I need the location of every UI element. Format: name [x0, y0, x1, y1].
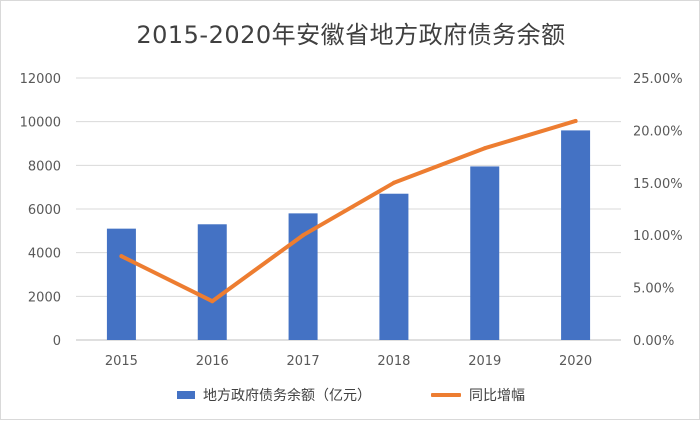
- y-right-tick-label: 0.00%: [633, 334, 674, 349]
- legend-item-growth: 同比增幅: [431, 385, 525, 405]
- y-left-tick-label: 8000: [28, 159, 61, 174]
- x-tick-label: 2017: [287, 354, 320, 369]
- y-left-tick-label: 2000: [28, 290, 61, 305]
- y-left-tick-label: 4000: [28, 247, 61, 262]
- y-left-tick-label: 0: [53, 334, 61, 349]
- y-left-tick-label: 12000: [20, 72, 61, 87]
- bar: [288, 213, 318, 340]
- y-right-tick-label: 15.00%: [633, 177, 683, 192]
- line-point: [573, 118, 578, 123]
- line-point: [482, 146, 487, 151]
- legend-label-debt: 地方政府债务余额（亿元）: [203, 388, 371, 404]
- legend-label-growth: 同比增幅: [469, 388, 525, 404]
- line-point: [210, 299, 215, 304]
- y-right-tick-label: 25.00%: [633, 72, 683, 87]
- x-tick-label: 2019: [468, 354, 501, 369]
- legend-swatch-line: [431, 393, 461, 397]
- bar: [470, 166, 500, 340]
- bar: [561, 130, 591, 340]
- x-tick-label: 2018: [377, 354, 410, 369]
- legend: 地方政府债务余额（亿元） 同比增幅: [1, 385, 700, 405]
- bar: [379, 193, 409, 340]
- line-point: [301, 233, 306, 238]
- chart-title: 2015-2020年安徽省地方政府债务余额: [136, 21, 566, 49]
- bar: [197, 224, 227, 340]
- y-left-tick-label: 6000: [28, 203, 61, 218]
- bar: [106, 228, 136, 340]
- line-point: [119, 254, 124, 259]
- y-right-tick-label: 5.00%: [633, 282, 674, 297]
- legend-item-debt: 地方政府债务余额（亿元）: [177, 385, 371, 405]
- x-tick-label: 2016: [196, 354, 229, 369]
- line-point: [391, 180, 396, 185]
- legend-swatch-bar: [177, 391, 195, 399]
- y-left-tick-label: 10000: [20, 116, 61, 131]
- series-line: [119, 118, 578, 304]
- y-right-tick-label: 10.00%: [633, 229, 683, 244]
- y-right-tick-label: 20.00%: [633, 124, 683, 139]
- x-tick-label: 2020: [559, 354, 592, 369]
- x-tick-label: 2015: [105, 354, 138, 369]
